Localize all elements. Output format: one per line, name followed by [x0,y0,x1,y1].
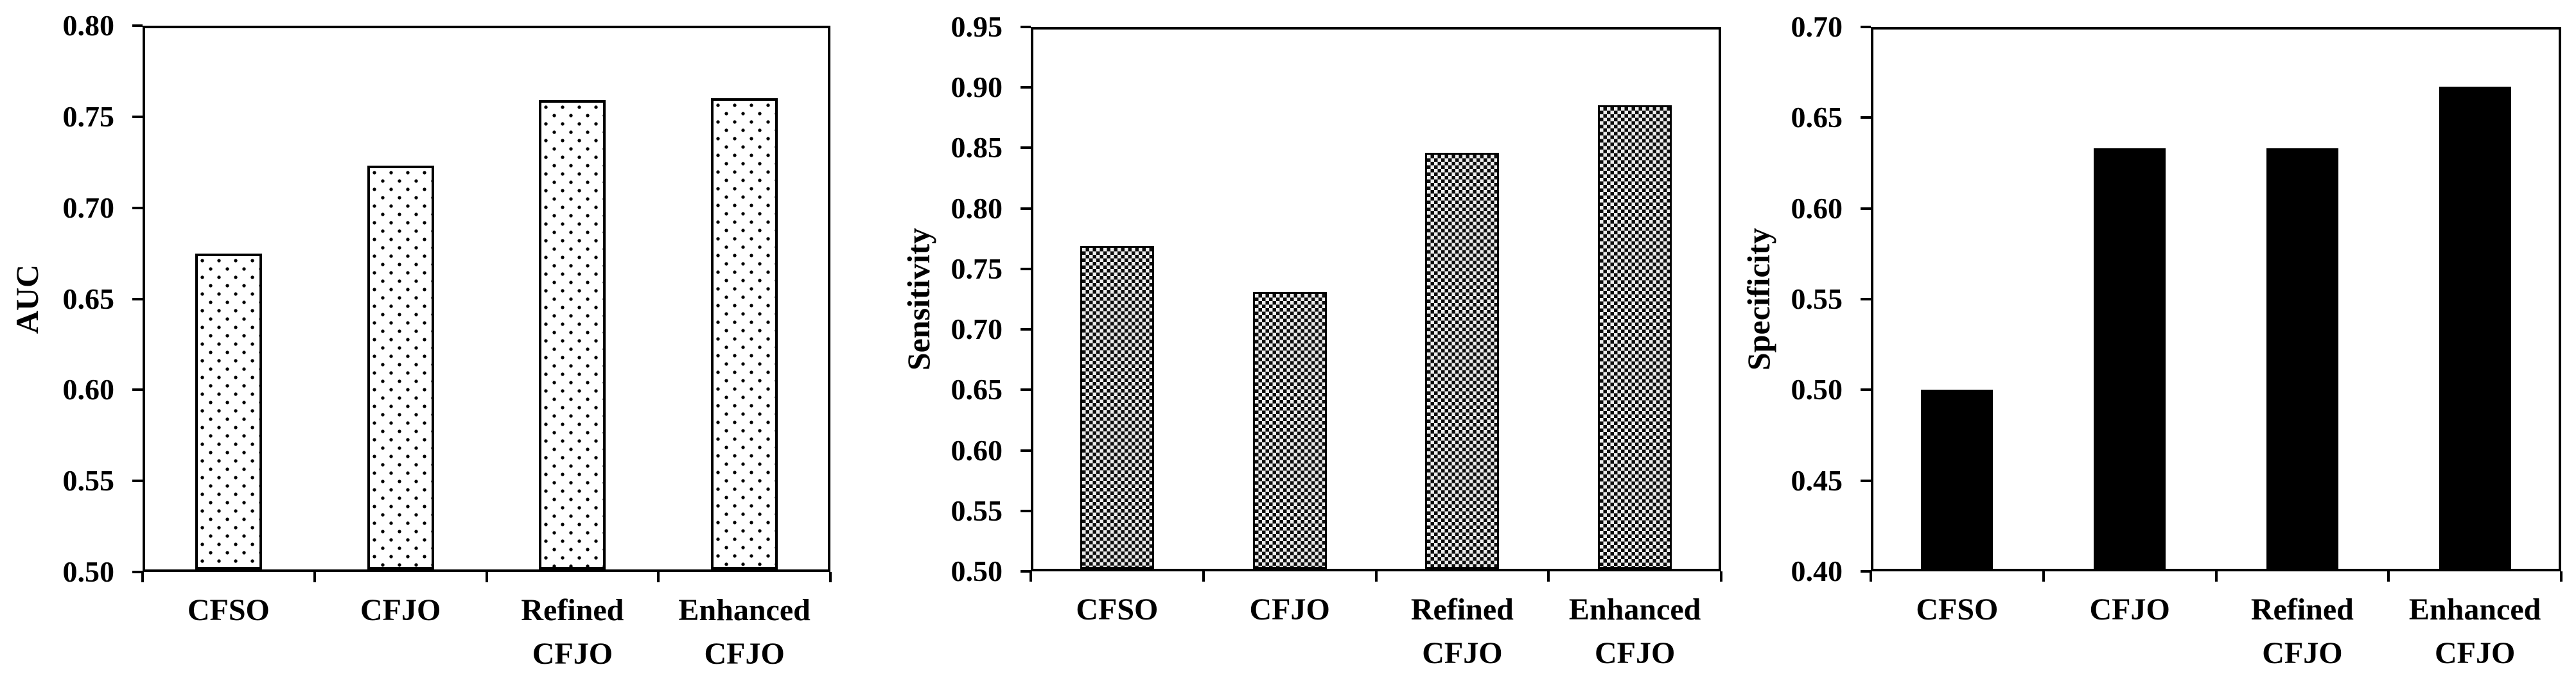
y-tick-label: 0.70 [1791,10,1843,43]
y-tick-mark [132,571,143,573]
y-tick-label: 0.95 [951,10,1003,43]
y-tick-label: 0.50 [62,555,115,588]
x-tick-mark [2387,571,2390,582]
y-tick-mark [1021,328,1031,331]
bar-cfjo [1252,291,1327,569]
y-tick-label: 0.90 [951,71,1003,104]
y-tick-mark [1021,570,1031,573]
y-tick-mark [1861,479,1871,482]
category-label-enhanced-cfjo: Enhanced CFJO [678,593,810,671]
bar-cfso [195,253,262,569]
y-tick-mark [1861,26,1871,28]
category-label-cfjo: CFJO [2089,593,2170,627]
x-tick-mark [1374,571,1378,582]
y-tick-label: 0.75 [951,252,1003,285]
y-tick-mark [132,206,143,209]
x-tick-mark [1030,571,1032,582]
y-tick-mark [132,480,143,483]
y-tick-mark [1861,207,1871,210]
y-tick-label: 0.85 [951,131,1003,164]
category-label-cfso: CFSO [1076,593,1159,627]
category-label-refined-cfjo: Refined CFJO [521,593,624,671]
y-tick-label: 0.60 [951,433,1003,467]
bar-cfso [1921,390,1993,569]
y-tick-mark [1861,570,1871,573]
x-tick-mark [313,572,316,582]
y-tick-mark [1021,207,1031,210]
y-tick-label: 0.65 [1791,101,1843,134]
x-tick-mark [2560,571,2563,582]
y-tick-label: 0.60 [62,373,115,406]
bar-cfjo [2094,148,2166,569]
y-tick-label: 0.75 [62,100,115,133]
y-tick-mark [1021,267,1031,270]
y-tick-label: 0.50 [1791,373,1843,406]
y-tick-label: 0.50 [951,555,1003,587]
y-tick-mark [132,115,143,118]
y-tick-mark [1021,388,1031,392]
category-label-refined-cfjo: Refined CFJO [1410,593,1514,670]
y-tick-label: 0.65 [62,282,115,315]
y-tick-label: 0.55 [951,494,1003,527]
y-tick-label: 0.55 [62,464,115,498]
category-label-enhanced-cfjo: Enhanced CFJO [1568,593,1701,670]
category-label-cfjo: CFJO [1249,593,1330,627]
bar-enhanced-cfjo [2439,87,2511,569]
x-tick-mark [1547,571,1550,582]
x-tick-mark [2042,571,2045,582]
y-tick-mark [1021,146,1031,150]
y-tick-mark [1021,509,1031,512]
y-tick-label: 0.70 [62,191,115,224]
category-label-cfso: CFSO [187,593,270,627]
y-tick-label: 0.45 [1791,464,1843,497]
y-axis-title: AUC [9,264,45,334]
y-tick-label: 0.70 [951,313,1003,346]
x-tick-mark [829,572,832,582]
bar-cfso [1080,246,1154,569]
bar-cfjo [367,166,434,569]
y-axis-title: Specificity [1740,227,1776,371]
x-tick-mark [1870,571,1872,582]
x-tick-mark [1202,571,1205,582]
y-tick-mark [132,388,143,392]
x-tick-mark [141,572,144,582]
bar-enhanced-cfjo [711,98,778,569]
y-tick-label: 0.65 [951,373,1003,406]
x-tick-mark [1720,571,1722,582]
bar-refined-cfjo [1425,152,1500,569]
y-tick-mark [132,297,143,300]
category-label-enhanced-cfjo: Enhanced CFJO [2408,593,2541,670]
bar-refined-cfjo [2266,148,2338,569]
y-tick-mark [132,24,143,27]
bar-refined-cfjo [539,100,606,569]
category-label-refined-cfjo: Refined CFJO [2250,593,2354,670]
y-axis-title: Sensitivity [900,227,936,371]
y-tick-label: 0.60 [1791,191,1843,225]
y-tick-label: 0.55 [1791,282,1843,315]
y-tick-mark [1861,388,1871,392]
x-tick-mark [2214,571,2218,582]
x-tick-mark [657,572,660,582]
category-label-cfso: CFSO [1916,593,1999,627]
y-tick-mark [1861,116,1871,119]
y-tick-mark [1021,86,1031,89]
y-tick-mark [1861,298,1871,300]
x-tick-mark [485,572,488,582]
y-tick-label: 0.80 [951,191,1003,225]
category-label-cfjo: CFJO [360,593,441,627]
y-tick-label: 0.80 [62,9,115,42]
bar-enhanced-cfjo [1598,105,1672,569]
y-tick-label: 0.40 [1791,555,1843,587]
y-tick-mark [1021,26,1031,28]
y-tick-mark [1021,449,1031,452]
